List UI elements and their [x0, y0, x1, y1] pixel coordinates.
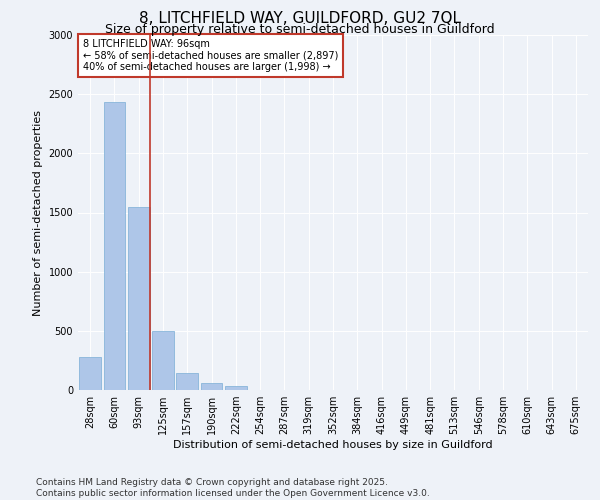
Y-axis label: Number of semi-detached properties: Number of semi-detached properties	[33, 110, 43, 316]
Bar	[200, 383, 223, 390]
Bar	[128, 206, 149, 390]
Bar	[225, 386, 247, 390]
Text: Size of property relative to semi-detached houses in Guildford: Size of property relative to semi-detach…	[105, 22, 495, 36]
Bar	[176, 374, 198, 390]
X-axis label: Distribution of semi-detached houses by size in Guildford: Distribution of semi-detached houses by …	[173, 440, 493, 450]
Bar	[152, 331, 174, 390]
Text: 8 LITCHFIELD WAY: 96sqm
← 58% of semi-detached houses are smaller (2,897)
40% of: 8 LITCHFIELD WAY: 96sqm ← 58% of semi-de…	[83, 38, 338, 72]
Text: 8, LITCHFIELD WAY, GUILDFORD, GU2 7QL: 8, LITCHFIELD WAY, GUILDFORD, GU2 7QL	[139, 11, 461, 26]
Bar	[104, 102, 125, 390]
Bar	[79, 357, 101, 390]
Text: Contains HM Land Registry data © Crown copyright and database right 2025.
Contai: Contains HM Land Registry data © Crown c…	[36, 478, 430, 498]
